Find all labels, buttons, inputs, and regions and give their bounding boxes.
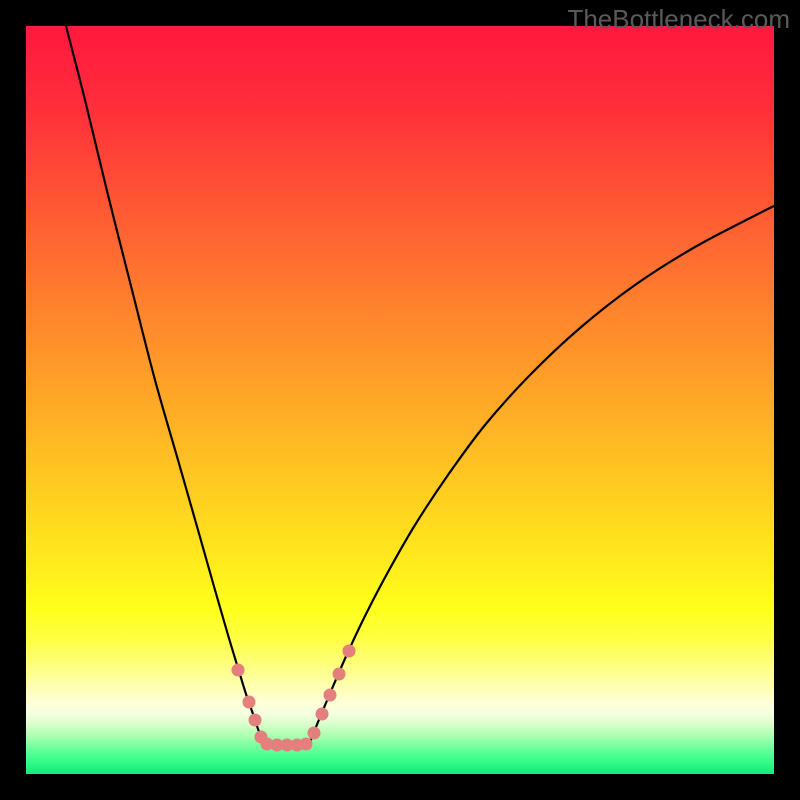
background-gradient: [26, 26, 774, 774]
chart-frame: TheBottleneck.com: [0, 0, 800, 800]
watermark-text: TheBottleneck.com: [567, 4, 790, 35]
